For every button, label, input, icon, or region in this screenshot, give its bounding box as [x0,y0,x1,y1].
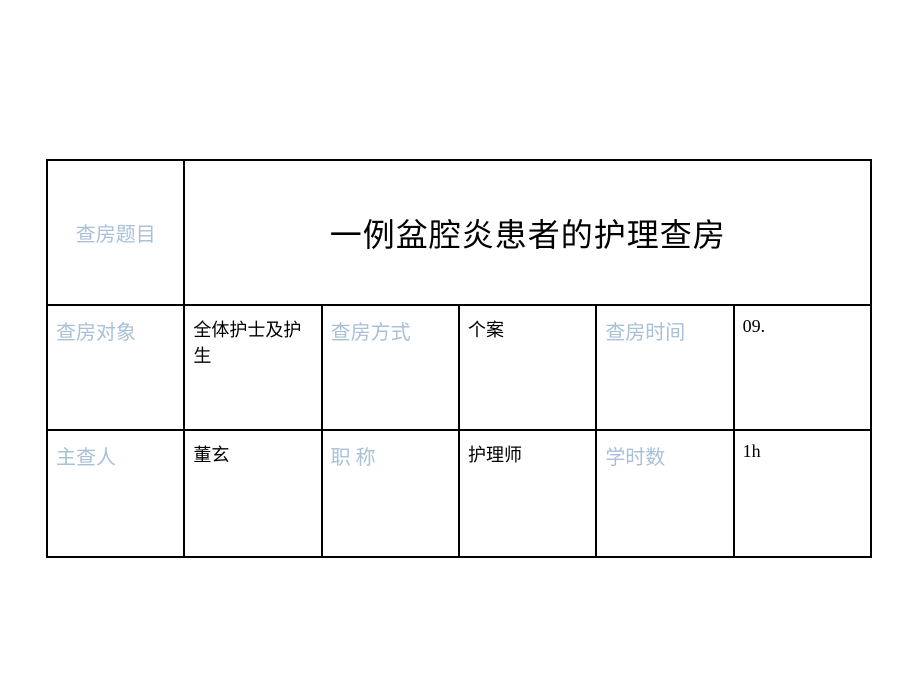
method-value: 个案 [468,316,504,342]
hours-value-cell: 1h [735,431,870,556]
time-label: 查房时间 [605,316,685,345]
data-row-2: 主查人 董玄 职 称 护理师 学时数 1h [48,431,870,556]
method-label: 查房方式 [331,316,411,345]
main-title: 一例盆腔炎患者的护理查房 [330,210,726,256]
title-position-value-cell: 护理师 [460,431,597,556]
target-value: 全体护士及护生 [193,316,312,368]
time-label-cell: 查房时间 [597,306,734,429]
hours-label: 学时数 [605,441,665,470]
method-label-cell: 查房方式 [323,306,460,429]
ward-round-table: 查房题目 一例盆腔炎患者的护理查房 查房对象 全体护士及护生 查房方式 个案 查… [46,159,872,558]
target-value-cell: 全体护士及护生 [185,306,322,429]
title-position-value: 护理师 [468,441,522,467]
method-value-cell: 个案 [460,306,597,429]
target-label: 查房对象 [56,316,136,345]
data-row-1: 查房对象 全体护士及护生 查房方式 个案 查房时间 09. [48,306,870,431]
examiner-label-cell: 主查人 [48,431,185,556]
examiner-value: 董玄 [193,441,229,467]
title-position-label: 职 称 [331,441,376,470]
title-value-cell: 一例盆腔炎患者的护理查房 [185,161,870,304]
hours-value: 1h [743,441,761,462]
title-label-cell: 查房题目 [48,161,185,304]
title-label: 查房题目 [76,218,156,247]
target-label-cell: 查房对象 [48,306,185,429]
time-value: 09. [743,316,766,337]
examiner-value-cell: 董玄 [185,431,322,556]
examiner-label: 主查人 [56,441,116,470]
hours-label-cell: 学时数 [597,431,734,556]
title-row: 查房题目 一例盆腔炎患者的护理查房 [48,161,870,306]
title-position-label-cell: 职 称 [323,431,460,556]
time-value-cell: 09. [735,306,870,429]
